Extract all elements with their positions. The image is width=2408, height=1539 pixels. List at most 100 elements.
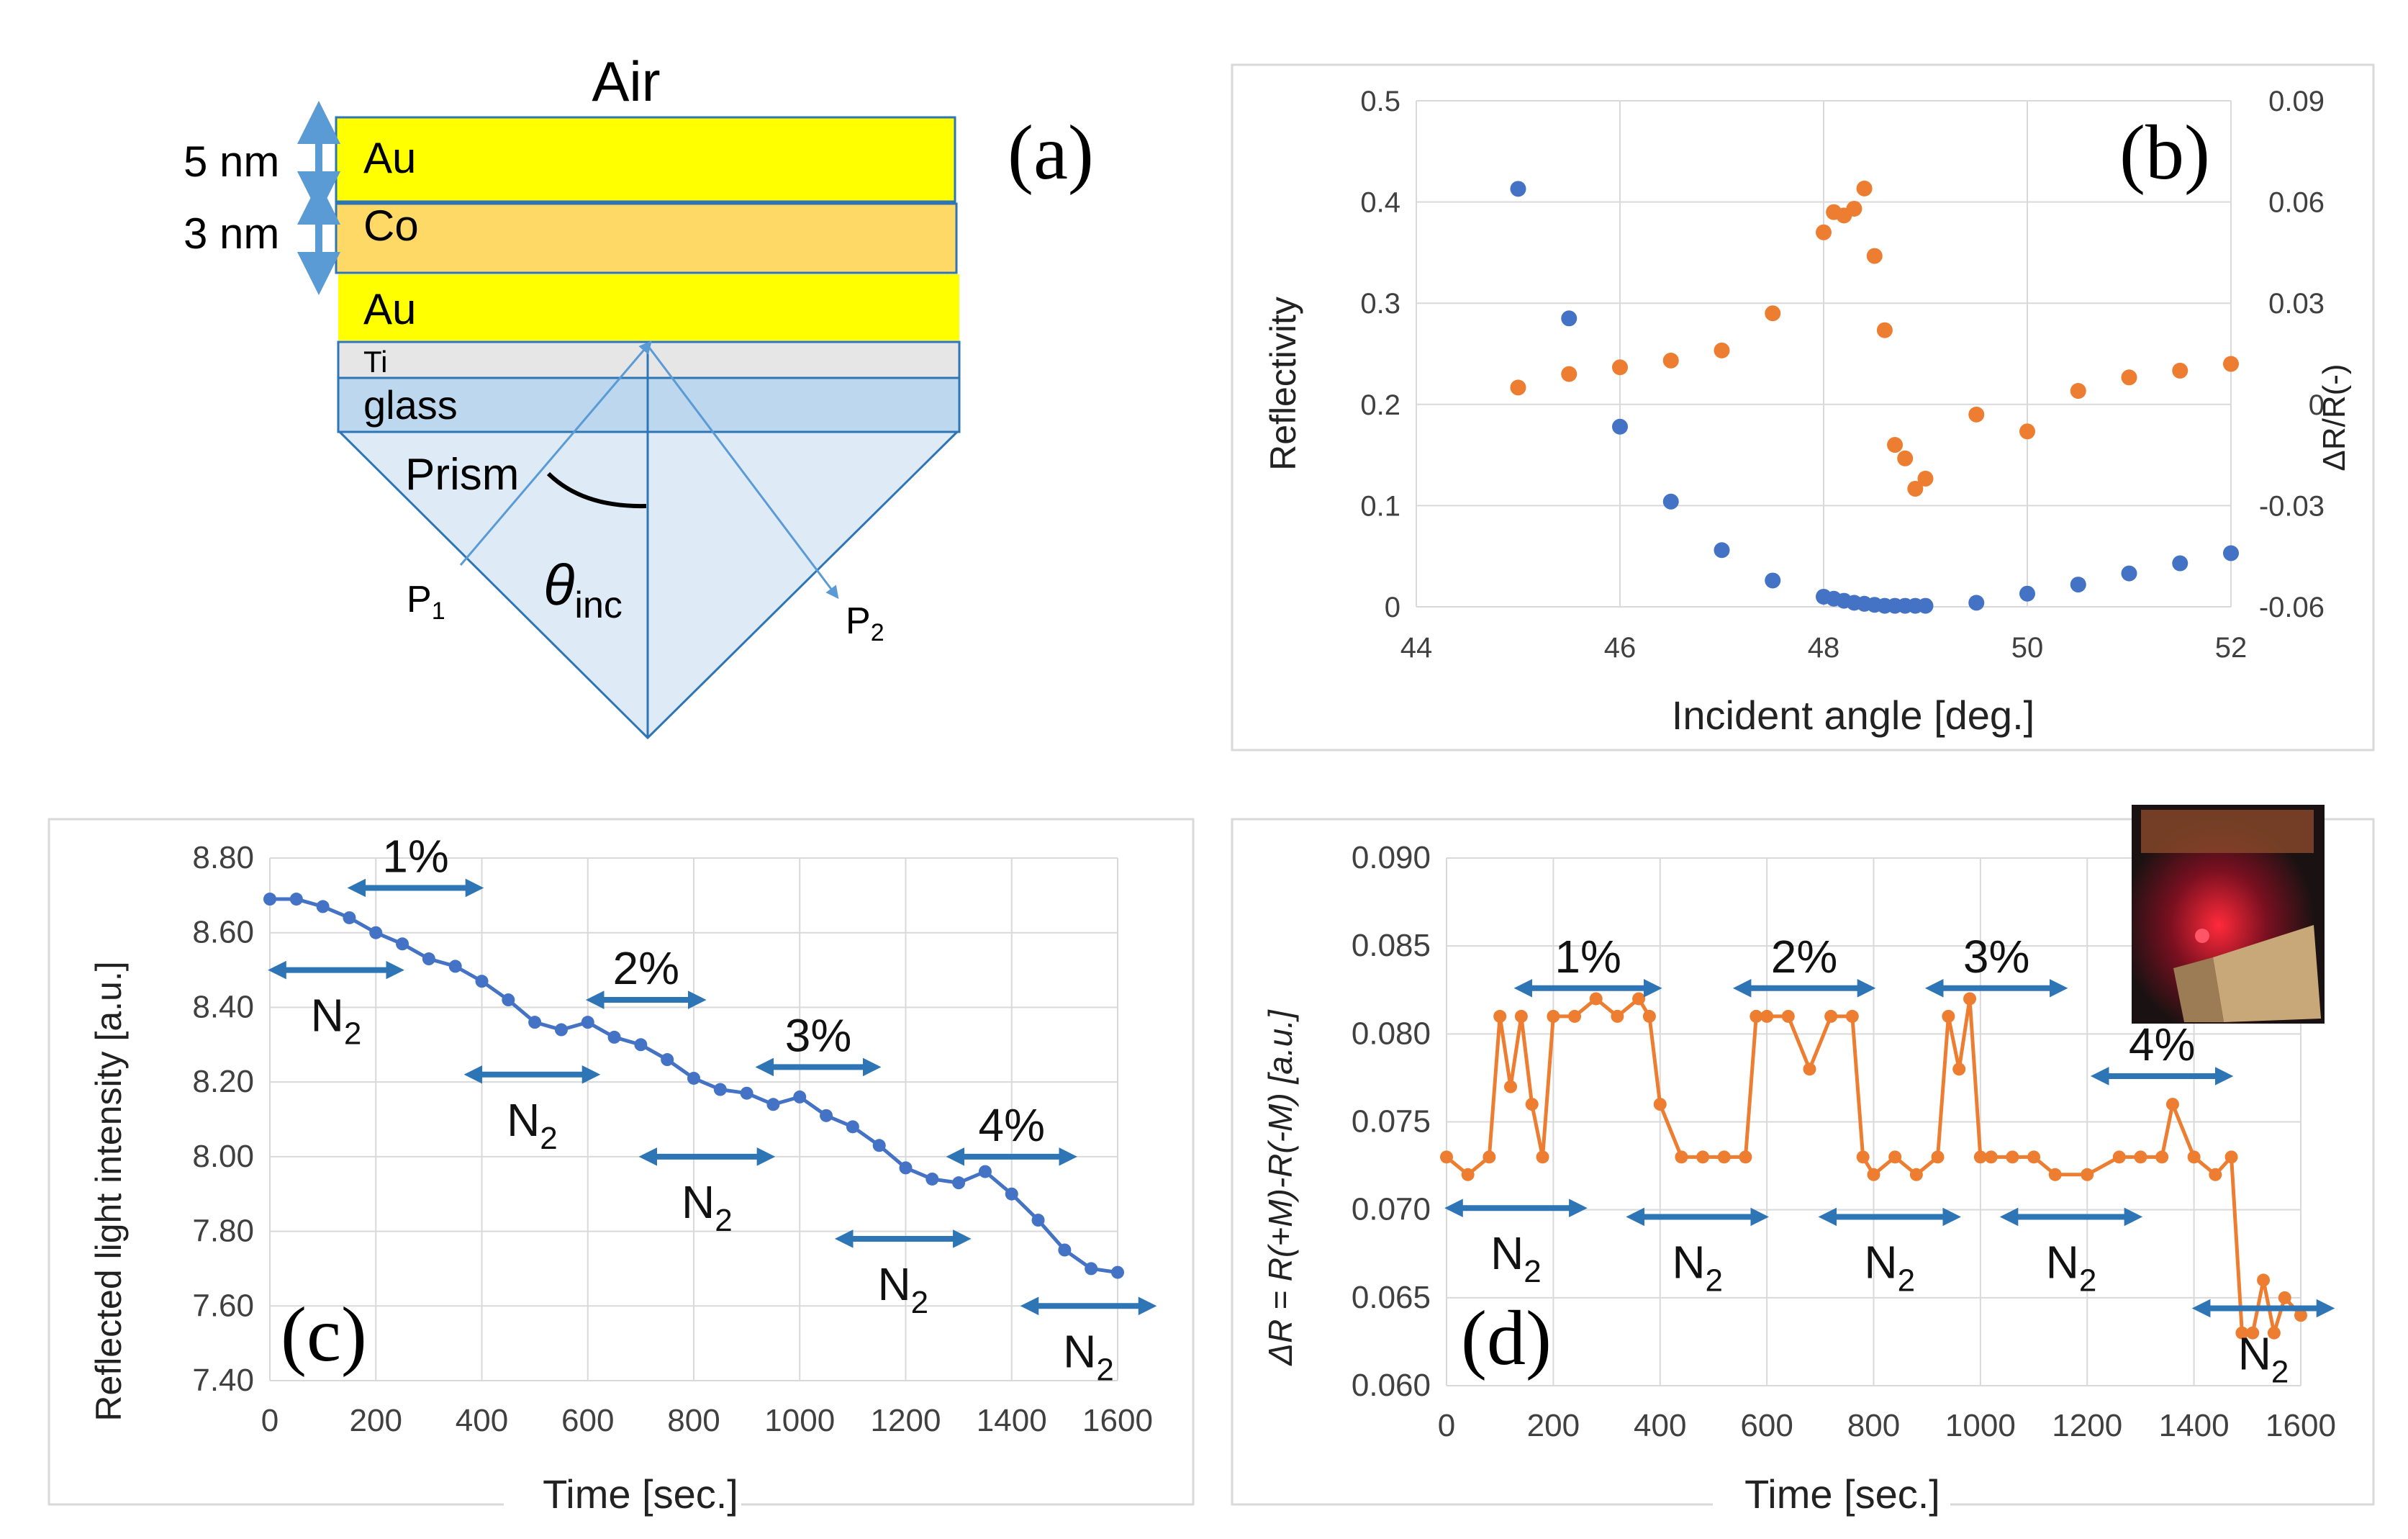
data-point (1887, 437, 1904, 453)
y-tick-label: 8.20 (192, 1064, 254, 1099)
x-tick-label: 400 (456, 1403, 508, 1438)
data-point (1907, 480, 1924, 497)
data-point (1662, 352, 1679, 369)
panel-c-annotations: 1% 2% 3% 4% N2 N2 N2 N2 N2 (268, 830, 1157, 1387)
range-label: N2 (877, 1258, 928, 1320)
y-tick-label: 8.80 (192, 840, 254, 875)
panel-b-ylabel: Reflectivity (1263, 297, 1303, 471)
range-label: N2 (507, 1094, 558, 1156)
data-point (369, 926, 383, 939)
data-point (766, 1098, 780, 1111)
data-point (1765, 572, 1781, 589)
data-point (554, 1023, 568, 1037)
x-tick-label: 52 (2215, 632, 2248, 664)
data-point (289, 893, 303, 906)
data-point (1504, 1080, 1518, 1093)
data-point (2246, 1326, 2260, 1340)
y2-tick-label: 0.06 (2268, 187, 2325, 219)
data-point (448, 960, 462, 973)
inset-photo (2132, 805, 2325, 1024)
panel-b-xlabel: Incident angle [deg.] (1672, 692, 2034, 738)
data-point (2019, 585, 2035, 602)
data-point (1856, 1150, 1870, 1164)
y-tick-label: 0.3 (1360, 288, 1400, 320)
data-point (2235, 1326, 2249, 1340)
y2-tick-label: 0.03 (2268, 288, 2325, 320)
panel-b-frame (1231, 63, 2375, 752)
y-tick-label: 0.5 (1360, 86, 1400, 117)
data-point (1111, 1265, 1124, 1279)
angle-arc (546, 471, 647, 509)
data-point (1461, 1168, 1475, 1181)
data-point (1973, 1150, 1987, 1164)
data-point (2019, 423, 2035, 440)
data-point (1803, 1062, 1816, 1076)
y-tick-label: 7.60 (192, 1288, 254, 1323)
layer-ti-label: Ti (363, 345, 387, 379)
data-point (1984, 1150, 1998, 1164)
y-tick-label: 7.80 (192, 1214, 254, 1249)
data-point (1561, 310, 1578, 327)
panel-d-xlabel: Time [sec.] (1744, 1471, 1940, 1517)
data-point (1781, 1009, 1795, 1023)
data-point (1525, 1098, 1539, 1111)
y2-tick-label: -0.03 (2259, 490, 2325, 522)
x-tick-label: 800 (1847, 1408, 1900, 1443)
data-point (1909, 1168, 1923, 1181)
data-point (607, 1030, 621, 1044)
data-point (528, 1016, 542, 1029)
layer-au-top (335, 116, 956, 203)
data-point (1493, 1009, 1507, 1023)
data-point (502, 993, 515, 1007)
x-tick-label: 1200 (871, 1403, 941, 1438)
data-point (2070, 577, 2086, 593)
x-tick-label: 0 (1438, 1408, 1455, 1443)
data-point (793, 1090, 807, 1104)
data-point (1536, 1150, 1549, 1164)
data-point (1632, 992, 1646, 1006)
data-point (1675, 1150, 1688, 1164)
data-point (1611, 1009, 1624, 1023)
data-point (2006, 1150, 2019, 1164)
data-point (2267, 1326, 2281, 1340)
x-tick-label: 50 (2011, 632, 2044, 664)
x-tick-label: 46 (1604, 632, 1637, 664)
panel-c-label: (c) (281, 1292, 367, 1378)
x-tick-label: 400 (1634, 1408, 1686, 1443)
data-point (713, 1083, 727, 1096)
range-label: 3% (785, 1009, 852, 1061)
layer-co (335, 202, 958, 274)
data-point (1510, 181, 1526, 197)
data-point (1031, 1214, 1045, 1227)
x-tick-label: 0 (261, 1403, 279, 1438)
data-point (1696, 1150, 1710, 1164)
range-label: N2 (1063, 1325, 1114, 1387)
panel-d-axes: 0 200 400 600 800 1000 1200 1400 1600 0.060 0.065 0… (1352, 840, 2336, 1443)
panel-b-chart: 44 46 48 50 52 0 0.1 0.2 0.3 0.4 0.5 -0.06 -0.03 0 0.0… (1231, 63, 2375, 752)
data-point (1005, 1187, 1018, 1201)
range-label: N2 (2046, 1236, 2097, 1298)
y-tick-label: 0 (1385, 592, 1400, 623)
range-label: N2 (311, 990, 362, 1052)
data-point (1968, 595, 1985, 611)
data-point (2048, 1168, 2062, 1181)
data-point (1739, 1150, 1752, 1164)
data-point (2223, 356, 2239, 372)
data-point (1612, 359, 1628, 376)
data-point (1662, 493, 1679, 510)
panel-b-label: (b) (2119, 110, 2210, 196)
data-point (1714, 542, 1730, 559)
data-point (1856, 180, 1873, 197)
prism-label: Prism (405, 450, 519, 500)
x-tick-label: 800 (667, 1403, 720, 1438)
y-tick-label: 0.2 (1360, 389, 1400, 421)
layer-glass-label: glass (363, 382, 458, 428)
panel-b-marks (1510, 180, 2239, 614)
range-label: 1% (1554, 931, 1621, 983)
range-label: 4% (2129, 1019, 2196, 1070)
data-point (1888, 1150, 1902, 1164)
data-point (2257, 1273, 2271, 1287)
data-point (1917, 597, 1934, 614)
data-point (1968, 406, 1985, 423)
panel-d-marks (1440, 992, 2307, 1340)
